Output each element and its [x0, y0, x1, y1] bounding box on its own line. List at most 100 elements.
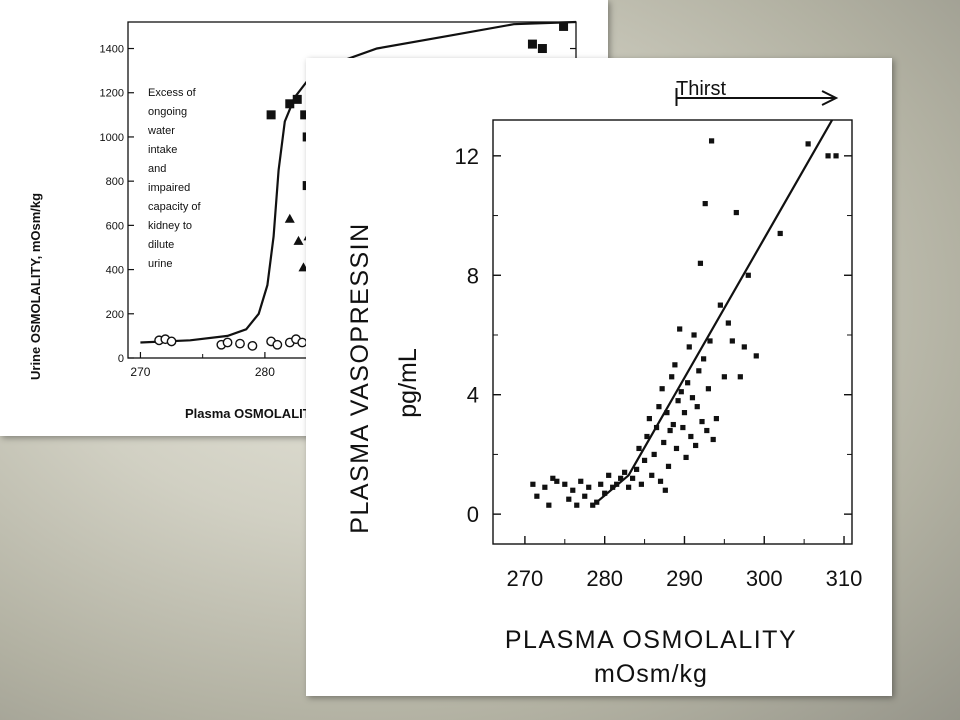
- front-data-point-20: [618, 475, 624, 481]
- back-point-square-2: [292, 94, 302, 104]
- back-annotation-line-4: and: [148, 163, 166, 175]
- front-x-tick-label-4: 310: [826, 566, 863, 591]
- front-data-point-65: [707, 338, 713, 344]
- back-point-triangle-0: [284, 213, 295, 223]
- back-annotation-line-3: intake: [148, 144, 177, 156]
- front-data-point-55: [691, 332, 697, 338]
- front-data-point-16: [602, 490, 608, 496]
- back-point-open-circle-8: [272, 339, 283, 350]
- front-data-point-69: [717, 302, 723, 308]
- front-data-point-1: [534, 493, 540, 499]
- front-data-point-47: [678, 389, 684, 395]
- back-point-square-3: [300, 110, 310, 120]
- thirst-label: Thirst: [676, 78, 726, 100]
- back-annotation-line-8: dilute: [148, 239, 174, 251]
- front-data-point-75: [741, 344, 747, 350]
- front-data-point-81: [833, 153, 839, 159]
- front-x-axis-label: PLASMA OSMOLALITY: [505, 626, 797, 654]
- front-data-point-60: [699, 418, 705, 425]
- front-data-point-15: [598, 481, 604, 487]
- back-x-tick-label-0: 270: [130, 365, 150, 379]
- front-data-point-10: [578, 478, 584, 484]
- front-data-point-41: [669, 374, 675, 380]
- front-data-point-11: [582, 493, 588, 499]
- back-annotation-line-6: capacity of: [148, 201, 202, 213]
- back-point-open-circle-6: [247, 340, 258, 351]
- front-y-tick-label-0: 0: [467, 502, 479, 527]
- front-data-point-39: [665, 463, 672, 469]
- back-annotation-line-9: urine: [148, 258, 172, 270]
- front-data-point-56: [693, 442, 699, 449]
- front-data-point-49: [681, 410, 688, 416]
- front-regression-line: [595, 119, 834, 504]
- front-data-point-3: [546, 502, 552, 508]
- front-data-point-73: [733, 209, 739, 216]
- front-data-point-31: [651, 451, 657, 458]
- back-point-open-circle-2: [166, 336, 177, 347]
- front-x-tick-label-2: 290: [666, 566, 703, 591]
- front-data-point-26: [638, 481, 644, 487]
- back-y-tick-label-5: 1000: [100, 132, 124, 144]
- front-x-tick-label-1: 280: [586, 566, 623, 591]
- front-data-point-54: [689, 395, 696, 401]
- front-data-point-5: [554, 478, 560, 484]
- front-data-point-23: [630, 475, 636, 481]
- back-point-square-1: [285, 99, 295, 109]
- front-data-point-67: [710, 436, 716, 443]
- front-data-point-34: [657, 478, 664, 484]
- front-data-point-48: [680, 424, 686, 431]
- front-data-point-0: [530, 481, 536, 487]
- back-annotation-line-7: kidney to: [148, 220, 192, 232]
- back-point-triangle-2: [298, 262, 309, 272]
- back-annotation-line-2: water: [147, 125, 175, 137]
- front-data-point-50: [683, 454, 689, 461]
- front-data-point-63: [704, 427, 710, 434]
- front-data-point-62: [702, 201, 708, 207]
- front-data-point-25: [636, 445, 642, 452]
- front-data-point-66: [708, 138, 715, 144]
- front-data-point-12: [586, 484, 592, 490]
- front-data-point-14: [594, 499, 600, 505]
- back-y-tick-label-4: 800: [106, 176, 124, 188]
- front-data-point-7: [566, 496, 572, 502]
- front-data-point-78: [777, 230, 783, 237]
- back-point-square-0: [266, 110, 276, 120]
- back-y-tick-label-0: 0: [118, 353, 124, 365]
- thirst-arrow-head: [821, 90, 839, 106]
- front-data-point-44: [673, 445, 680, 452]
- back-point-triangle-1: [293, 235, 304, 245]
- back-point-open-circle-5: [235, 338, 245, 349]
- front-data-point-22: [626, 484, 632, 490]
- front-data-point-70: [721, 374, 727, 380]
- back-point-square-10: [559, 21, 569, 31]
- front-data-point-58: [696, 368, 702, 374]
- back-fitted-curve: [140, 20, 577, 344]
- front-data-point-80: [825, 153, 831, 159]
- front-data-point-35: [659, 386, 665, 392]
- front-data-point-36: [661, 439, 667, 446]
- back-y-tick-label-7: 1400: [100, 44, 124, 56]
- front-data-point-13: [590, 502, 596, 508]
- front-x-tick-label-0: 270: [507, 566, 544, 591]
- front-data-point-68: [713, 415, 719, 422]
- front-data-point-76: [745, 272, 751, 278]
- front-data-point-53: [688, 433, 694, 440]
- front-data-point-59: [697, 260, 704, 266]
- plasma-vasopressin-chart: 0 4 8 12 270 280 290 300 310 Thirst PLASMA OSMOL…: [346, 78, 863, 688]
- back-y-tick-label-2: 400: [106, 265, 124, 277]
- front-data-point-27: [641, 457, 648, 463]
- front-data-point-74: [737, 374, 743, 380]
- front-data-point-29: [646, 415, 652, 422]
- back-annotation-line-5: impaired: [148, 182, 190, 194]
- front-data-point-8: [570, 487, 576, 493]
- front-data-point-46: [677, 326, 683, 332]
- front-data-point-30: [649, 472, 655, 478]
- front-data-point-21: [622, 469, 628, 475]
- front-data-point-42: [670, 421, 676, 428]
- front-x-axis-unit: mOsm/kg: [594, 660, 708, 688]
- front-x-tick-label-3: 300: [746, 566, 783, 591]
- front-y-axis-unit: pg/mL: [394, 348, 422, 418]
- front-plot-frame: [492, 119, 853, 545]
- front-data-point-72: [729, 338, 735, 344]
